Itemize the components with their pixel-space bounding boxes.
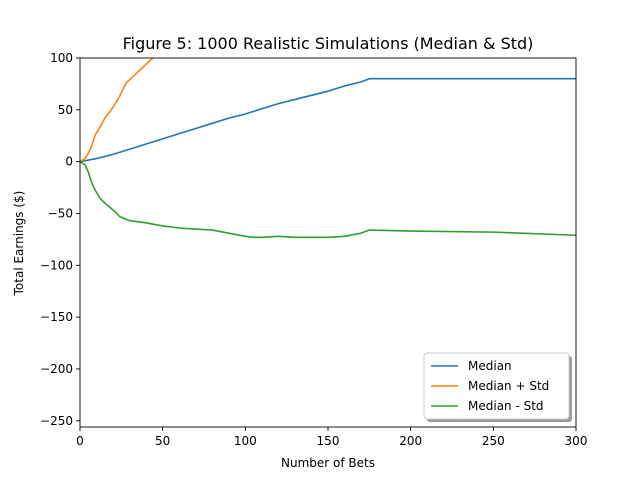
- legend-label: Median - Std: [468, 399, 544, 413]
- y-axis-label: Total Earnings ($): [12, 191, 26, 297]
- series-lines: [80, 58, 576, 239]
- x-tick-label: 250: [482, 434, 505, 448]
- y-tick-label: −50: [48, 206, 73, 220]
- legend: Median Median + Std Median - Std: [423, 352, 572, 422]
- series-line-0: [80, 77, 576, 163]
- y-tick-label: −100: [40, 258, 73, 272]
- y-tick-label: 100: [50, 51, 73, 65]
- chart-title: Figure 5: 1000 Realistic Simulations (Me…: [123, 34, 534, 53]
- series-line-2: [80, 160, 576, 239]
- x-tick-label: 200: [399, 434, 422, 448]
- series-line-1: [80, 58, 154, 163]
- y-axis-ticks: −250 −200 −150 −100 −50 0 50 100: [40, 51, 80, 428]
- x-tick-label: 50: [155, 434, 170, 448]
- x-tick-label: 0: [76, 434, 84, 448]
- y-tick-label: 0: [65, 155, 73, 169]
- y-tick-label: −150: [40, 310, 73, 324]
- legend-label: Median + Std: [468, 379, 549, 393]
- x-tick-label: 100: [234, 434, 257, 448]
- x-axis-label: Number of Bets: [281, 456, 375, 470]
- x-axis-ticks: 0 50 100 150 200 250 300: [76, 427, 587, 448]
- legend-box: [423, 352, 570, 420]
- y-tick-label: 50: [58, 103, 73, 117]
- x-tick-label: 150: [317, 434, 340, 448]
- y-tick-label: −250: [40, 414, 73, 428]
- legend-label: Median: [468, 359, 512, 373]
- x-tick-label: 300: [565, 434, 588, 448]
- y-tick-label: −200: [40, 362, 73, 376]
